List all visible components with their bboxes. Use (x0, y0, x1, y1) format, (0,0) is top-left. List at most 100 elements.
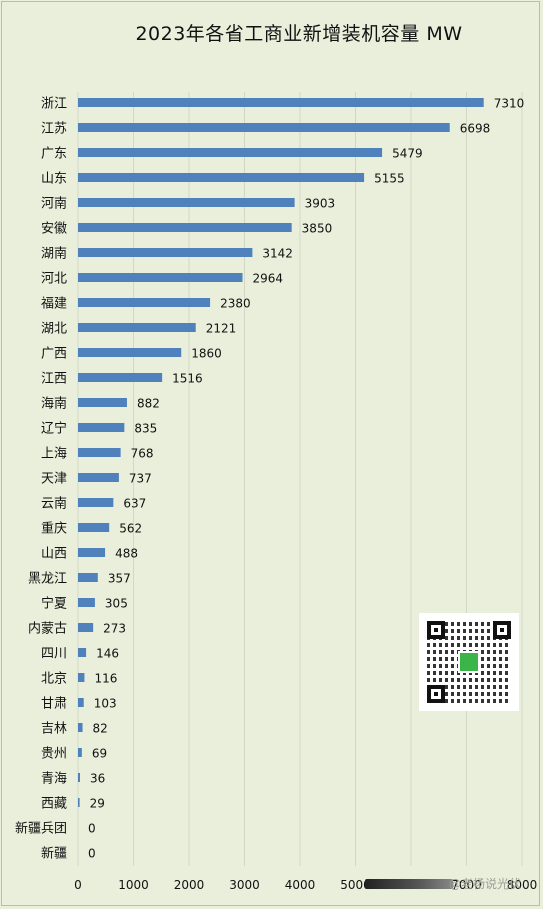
data-label: 1860 (191, 347, 222, 361)
data-label: 273 (103, 622, 126, 636)
x-tick-label: 0 (74, 878, 82, 892)
category-label: 山东 (41, 172, 67, 187)
data-label: 562 (119, 522, 142, 536)
data-label: 835 (134, 422, 157, 436)
chart-title: 2023年各省工商业新增装机容量 MW (135, 23, 463, 45)
category-label: 辽宁 (41, 421, 67, 437)
bar (78, 98, 484, 107)
bar (78, 448, 121, 457)
category-label: 宁夏 (41, 596, 67, 612)
bar (78, 423, 125, 432)
data-label: 29 (90, 797, 105, 811)
data-label: 882 (137, 397, 160, 411)
qr-code (419, 613, 519, 711)
data-label: 0 (88, 822, 96, 836)
x-tick-label: 1000 (118, 878, 149, 892)
category-label: 内蒙古 (28, 621, 67, 637)
bar (78, 373, 163, 382)
watermark-redaction (365, 879, 453, 889)
category-label: 西藏 (41, 797, 67, 812)
bar (78, 323, 196, 332)
bar (78, 648, 87, 657)
data-label: 0 (88, 847, 96, 861)
data-label: 116 (94, 672, 117, 686)
bar (78, 723, 83, 732)
bar (78, 223, 292, 232)
category-label: 安徽 (41, 222, 67, 237)
data-label: 488 (115, 547, 138, 561)
category-label: 贵州 (41, 747, 67, 762)
category-label: 河北 (41, 272, 67, 287)
category-label: 海南 (41, 396, 67, 412)
data-label: 3903 (305, 197, 336, 211)
category-label: 广东 (41, 147, 67, 162)
bar (78, 398, 127, 407)
category-label: 湖南 (41, 246, 67, 262)
data-label: 2121 (206, 322, 237, 336)
category-label: 山西 (41, 547, 67, 562)
x-tick-label: 3000 (229, 878, 260, 892)
bar (78, 298, 211, 307)
category-label: 河南 (41, 196, 67, 212)
bar (78, 248, 253, 257)
category-label: 湖北 (41, 322, 67, 337)
category-label: 江西 (41, 372, 67, 387)
bar (78, 148, 383, 157)
bar (78, 773, 80, 782)
bar (78, 748, 82, 757)
category-label: 福建 (41, 297, 67, 312)
bar (78, 473, 119, 482)
category-label: 重庆 (41, 521, 67, 537)
bar (78, 273, 243, 282)
bar (78, 598, 95, 607)
data-label: 69 (92, 747, 107, 761)
bar (78, 523, 110, 532)
watermark-text: @老杨说光伏 (449, 877, 522, 891)
category-label: 天津 (41, 472, 67, 487)
bar (78, 123, 450, 132)
category-label: 青海 (41, 772, 67, 787)
data-label: 3850 (302, 222, 333, 236)
category-label: 新疆兵团 (15, 821, 67, 837)
x-tick-label: 4000 (285, 878, 316, 892)
data-label: 6698 (460, 122, 491, 136)
data-label: 3142 (262, 247, 293, 261)
bar (78, 498, 114, 507)
category-label: 黑龙江 (28, 572, 67, 587)
data-label: 5479 (392, 147, 423, 161)
data-label: 768 (131, 447, 154, 461)
bar (78, 798, 80, 807)
data-label: 103 (94, 697, 117, 711)
x-tick-label: 2000 (174, 878, 205, 892)
data-label: 5155 (374, 172, 405, 186)
data-label: 305 (105, 597, 128, 611)
category-label: 浙江 (41, 97, 67, 112)
category-label: 上海 (41, 447, 67, 462)
bar (78, 698, 84, 707)
x-tick-label: 7000 (451, 878, 482, 892)
category-label: 云南 (41, 496, 67, 512)
category-label: 江苏 (41, 121, 67, 137)
bar (78, 623, 94, 632)
bar (78, 198, 295, 207)
data-label: 737 (129, 472, 152, 486)
data-label: 36 (90, 772, 105, 786)
data-label: 7310 (494, 97, 525, 111)
data-label: 146 (96, 647, 119, 661)
category-label: 北京 (41, 672, 67, 687)
bar (78, 173, 365, 182)
data-label: 82 (93, 722, 108, 736)
bar (78, 573, 98, 582)
data-label: 2380 (220, 297, 251, 311)
bar (78, 348, 182, 357)
category-label: 四川 (41, 647, 67, 662)
category-label: 甘肃 (41, 697, 67, 712)
data-label: 1516 (172, 372, 203, 386)
category-label: 吉林 (41, 722, 67, 737)
data-label: 637 (123, 497, 146, 511)
data-label: 357 (108, 572, 131, 586)
qr-logo-icon (458, 651, 480, 673)
x-tick-label: 5000 (340, 878, 371, 892)
data-label: 2964 (253, 272, 284, 286)
